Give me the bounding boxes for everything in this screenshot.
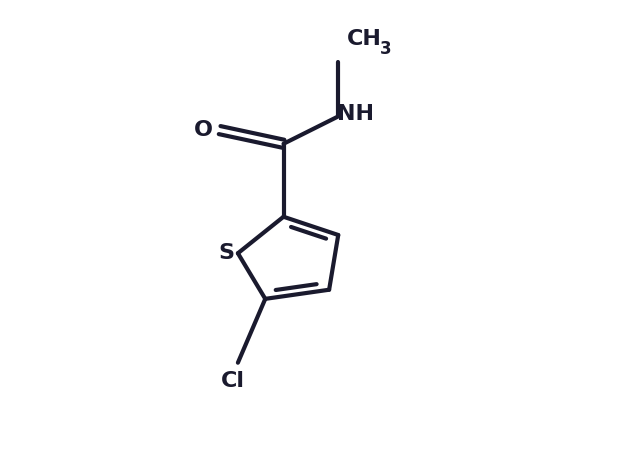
Text: 3: 3 (380, 40, 392, 58)
Text: CH: CH (348, 29, 382, 49)
Text: NH: NH (337, 104, 374, 124)
Text: O: O (194, 120, 213, 140)
Text: S: S (218, 243, 234, 263)
Text: Cl: Cl (221, 371, 245, 391)
